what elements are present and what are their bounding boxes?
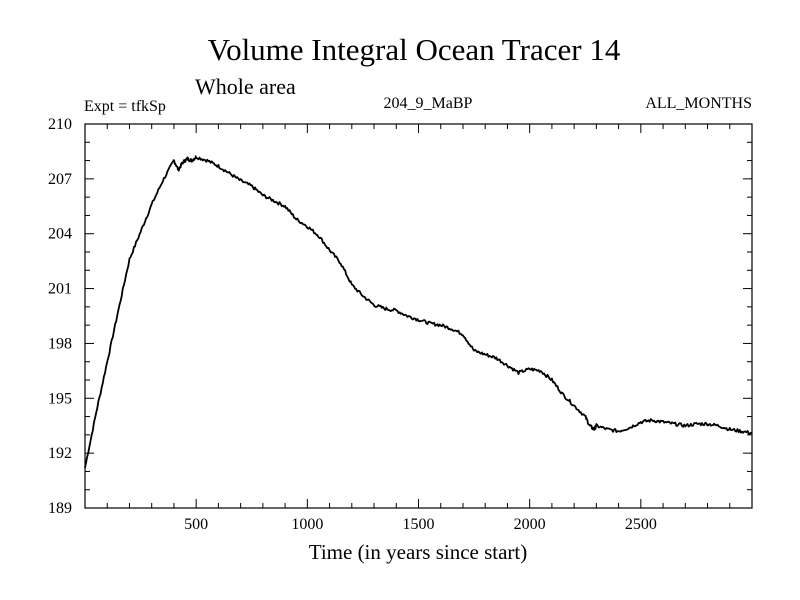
series-line <box>84 155 753 468</box>
y-tick-label: 192 <box>48 445 72 462</box>
y-tick-label: 207 <box>48 171 72 188</box>
plot-frame <box>84 123 753 509</box>
y-tick-label: 195 <box>48 390 72 407</box>
y-tick-label: 189 <box>48 500 72 517</box>
chart-title: Volume Integral Ocean Tracer 14 <box>208 32 621 67</box>
series-layer <box>84 155 753 468</box>
x-tick-label: 1500 <box>403 516 435 533</box>
x-tick-label: 500 <box>184 516 208 533</box>
y-tick-label: 198 <box>48 335 72 352</box>
axis-tick-labels: 500 1000 1500 2000 2500 189 192 195 198 201 204 207… <box>48 116 657 533</box>
x-axis-label: Time (in years since start) <box>309 540 528 564</box>
x-tick-label: 2000 <box>514 516 546 533</box>
y-tick-label: 210 <box>48 116 72 133</box>
annotation-months: ALL_MONTHS <box>645 95 752 112</box>
annotation-experiment: Expt = tfkSp <box>84 98 166 115</box>
x-tick-label: 1000 <box>291 516 323 533</box>
y-tick-label: 201 <box>48 281 72 298</box>
y-tick-label: 204 <box>48 226 72 243</box>
axis-ticks <box>85 124 752 508</box>
chart-subtitle: Whole area <box>195 74 296 99</box>
x-tick-label: 2500 <box>625 516 657 533</box>
annotation-period: 204_9_MaBP <box>384 95 473 112</box>
